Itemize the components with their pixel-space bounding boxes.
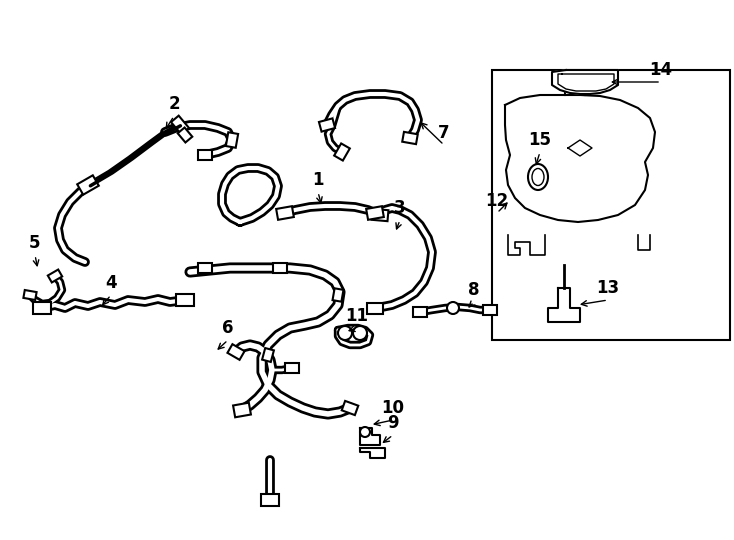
FancyBboxPatch shape [233, 403, 251, 417]
FancyBboxPatch shape [402, 132, 418, 144]
FancyBboxPatch shape [226, 132, 238, 148]
Text: 12: 12 [485, 192, 509, 210]
Ellipse shape [528, 164, 548, 190]
Text: 2: 2 [168, 95, 180, 113]
Text: 4: 4 [105, 274, 117, 292]
FancyBboxPatch shape [334, 144, 350, 160]
FancyBboxPatch shape [371, 209, 388, 221]
Circle shape [353, 326, 367, 340]
FancyBboxPatch shape [33, 302, 51, 314]
Polygon shape [508, 235, 545, 255]
FancyBboxPatch shape [319, 118, 335, 132]
Text: 6: 6 [222, 319, 233, 337]
FancyBboxPatch shape [413, 307, 427, 317]
FancyBboxPatch shape [228, 344, 244, 360]
FancyBboxPatch shape [342, 401, 358, 415]
FancyBboxPatch shape [23, 290, 37, 300]
Polygon shape [360, 428, 380, 445]
FancyBboxPatch shape [178, 127, 192, 143]
Bar [492, 70, 730, 340]
FancyBboxPatch shape [273, 263, 287, 273]
Circle shape [447, 302, 459, 314]
Text: 13: 13 [597, 279, 619, 297]
FancyBboxPatch shape [198, 263, 212, 273]
FancyBboxPatch shape [171, 116, 189, 134]
FancyBboxPatch shape [262, 348, 274, 362]
Polygon shape [548, 288, 580, 322]
Text: 3: 3 [394, 199, 406, 217]
FancyBboxPatch shape [333, 288, 344, 302]
Polygon shape [360, 448, 385, 458]
Text: 7: 7 [438, 124, 450, 142]
Polygon shape [505, 95, 655, 222]
Text: 10: 10 [382, 399, 404, 417]
Polygon shape [558, 74, 614, 91]
Text: 11: 11 [346, 307, 368, 325]
Circle shape [360, 427, 370, 437]
Ellipse shape [532, 168, 544, 186]
Text: 1: 1 [312, 171, 324, 189]
Text: 9: 9 [388, 414, 399, 432]
FancyBboxPatch shape [48, 269, 62, 282]
FancyBboxPatch shape [285, 363, 299, 373]
FancyBboxPatch shape [276, 206, 294, 220]
Polygon shape [552, 70, 618, 94]
FancyBboxPatch shape [483, 305, 497, 315]
Text: 8: 8 [468, 281, 480, 299]
FancyBboxPatch shape [198, 150, 212, 160]
Text: 15: 15 [528, 131, 551, 149]
Text: 5: 5 [29, 234, 41, 252]
FancyBboxPatch shape [77, 176, 99, 195]
FancyBboxPatch shape [176, 294, 194, 306]
Text: 14: 14 [650, 61, 672, 79]
FancyBboxPatch shape [366, 206, 384, 220]
Circle shape [338, 326, 352, 340]
FancyBboxPatch shape [261, 494, 279, 506]
FancyBboxPatch shape [367, 302, 383, 314]
